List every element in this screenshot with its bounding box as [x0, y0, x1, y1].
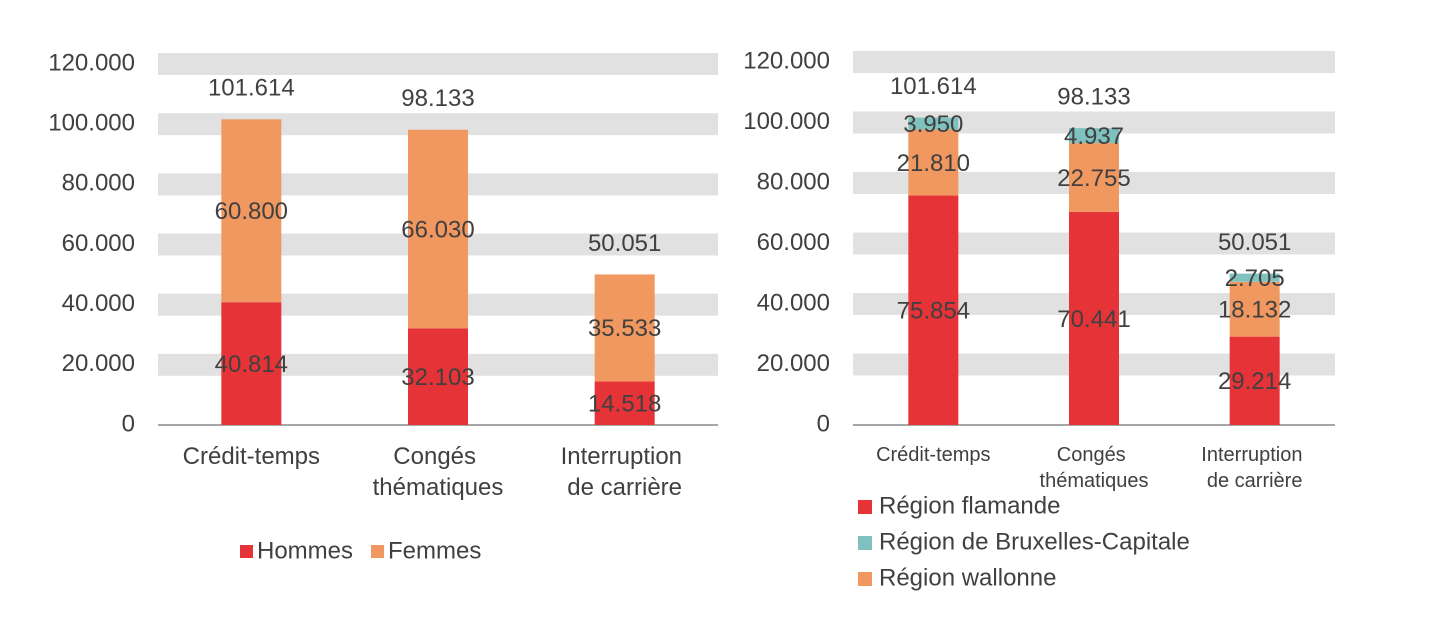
- data-label: 75.854: [897, 298, 970, 325]
- bar-segment: [594, 274, 655, 382]
- y-tick-label: 20.000: [62, 350, 135, 377]
- data-label: 32.103: [401, 364, 474, 391]
- total-label: 98.133: [401, 85, 474, 112]
- x-tick-label: Interruption de carrière: [1201, 444, 1308, 492]
- x-tick-label: Congés thématiques: [1040, 444, 1149, 492]
- grid-band: [853, 111, 1335, 134]
- grid-band: [158, 113, 718, 136]
- grid-band: [158, 53, 718, 75]
- bar-segment: [221, 119, 282, 303]
- data-label: 60.800: [215, 198, 288, 225]
- bar-segment: [1069, 128, 1119, 144]
- total-label: 101.614: [208, 75, 295, 102]
- y-tick-label: 80.000: [757, 168, 830, 195]
- legend-swatch: [858, 500, 872, 514]
- data-label: 70.441: [1057, 306, 1130, 333]
- x-tick-label: Interruption de carrière: [561, 443, 689, 501]
- y-tick-label: 40.000: [757, 289, 830, 316]
- total-label: 98.133: [1057, 83, 1130, 110]
- bar-segment: [1069, 211, 1119, 425]
- x-tick-label: Congés thématiques: [373, 443, 504, 501]
- bar-segment: [408, 129, 468, 329]
- bar-segment: [1229, 281, 1280, 337]
- legend-swatch: [371, 545, 385, 558]
- legend-swatch: [240, 545, 253, 558]
- data-label: 35.533: [588, 315, 661, 342]
- bar-segment: [1229, 336, 1280, 425]
- legend-swatch: [858, 536, 872, 550]
- bar-segment: [908, 129, 959, 196]
- y-tick-label: 0: [817, 410, 830, 437]
- bar-segment: [594, 381, 655, 425]
- data-label: 22.755: [1057, 165, 1130, 192]
- y-tick-label: 60.000: [757, 229, 830, 256]
- data-label: 3.950: [903, 111, 963, 138]
- y-tick-label: 0: [122, 410, 135, 437]
- legend-label: Région de Bruxelles-Capitale: [879, 528, 1190, 555]
- y-tick-label: 120.000: [48, 49, 135, 76]
- data-label: 21.810: [897, 150, 970, 177]
- x-tick-label: Crédit-temps: [876, 444, 990, 466]
- data-label: 14.518: [588, 391, 661, 418]
- bar-segment: [221, 302, 282, 425]
- y-tick-label: 100.000: [743, 108, 830, 135]
- legend-label: Hommes: [257, 537, 353, 564]
- data-label: 18.132: [1218, 297, 1291, 324]
- y-tick-label: 20.000: [757, 350, 830, 377]
- bar-segment: [1069, 143, 1119, 212]
- grid-band: [853, 51, 1335, 73]
- data-label: 29.214: [1218, 368, 1291, 395]
- x-tick-label: Crédit-temps: [183, 443, 320, 470]
- bar-segment: [908, 195, 959, 425]
- legend-label: Femmes: [388, 537, 481, 564]
- data-label: 2.705: [1225, 265, 1285, 292]
- bar-segment: [1229, 273, 1280, 282]
- data-label: 66.030: [401, 216, 474, 243]
- legend-swatch: [858, 572, 872, 586]
- bar-segment: [908, 117, 959, 130]
- bar-segment: [408, 328, 468, 425]
- y-tick-label: 120.000: [743, 47, 830, 74]
- legend-label: Région flamande: [879, 492, 1060, 519]
- y-tick-label: 40.000: [62, 290, 135, 317]
- y-tick-label: 80.000: [62, 170, 135, 197]
- total-label: 50.051: [588, 230, 661, 257]
- y-tick-label: 100.000: [48, 110, 135, 137]
- y-tick-label: 60.000: [62, 230, 135, 257]
- total-label: 101.614: [890, 73, 977, 100]
- data-label: 4.937: [1064, 123, 1124, 150]
- legend-label: Région wallonne: [879, 564, 1056, 591]
- data-label: 40.814: [215, 351, 288, 378]
- total-label: 50.051: [1218, 229, 1291, 256]
